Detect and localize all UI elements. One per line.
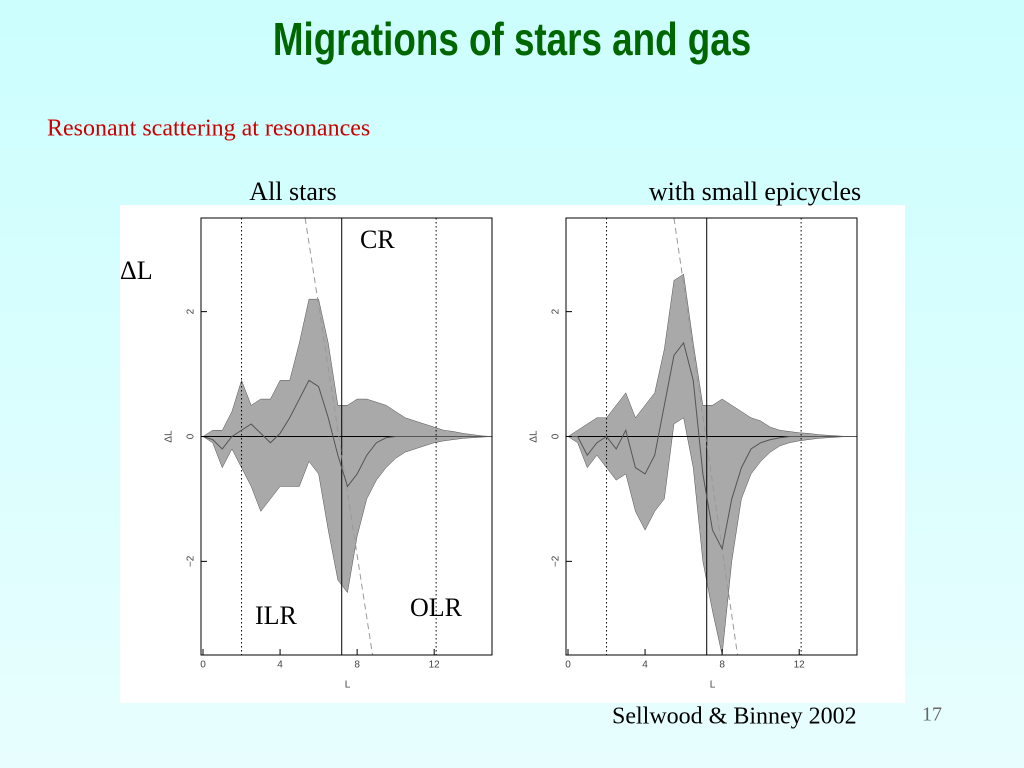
x-tick-label: 8	[354, 660, 360, 671]
plots: 0 4 8 12 −2 0 2 L ΔL 0 4 8 12 −2 0 2 L ΔL	[164, 217, 858, 691]
corotation-curve	[673, 217, 739, 656]
x-tick-label: 0	[200, 660, 206, 671]
x-axis-label: L	[710, 680, 716, 691]
y-tick-label: 0	[186, 433, 197, 439]
annotation: OLR	[410, 593, 463, 622]
y-tick-label: 0	[551, 433, 562, 439]
y-axis-label: ΔL	[164, 430, 175, 443]
x-tick-label: 12	[794, 660, 806, 671]
slide-title: Migrations of stars and gas	[273, 13, 751, 65]
y-tick-label: −2	[186, 555, 197, 567]
slide-number: 17	[922, 704, 942, 726]
x-tick-label: 4	[642, 660, 648, 671]
y-tick-label: −2	[551, 555, 562, 567]
annotation: CR	[360, 225, 395, 254]
citation: Sellwood & Binney 2002	[612, 704, 857, 730]
x-tick-label: 12	[429, 660, 441, 671]
y-tick-label: 2	[186, 308, 197, 314]
y-tick-label: 2	[551, 308, 562, 314]
panel-title: with small epicycles	[649, 177, 861, 206]
panel-title: All stars	[249, 177, 336, 206]
x-axis-label: L	[345, 680, 351, 691]
spread-band	[567, 273, 857, 656]
annotation: ΔL	[120, 256, 153, 285]
mean-line	[202, 379, 492, 488]
annotation: ILR	[255, 601, 298, 630]
corotation-curve	[304, 217, 374, 656]
y-axis-label: ΔL	[529, 430, 540, 443]
mean-line	[568, 341, 857, 551]
x-tick-label: 0	[565, 660, 571, 671]
subtitle: Resonant scattering at resonances	[47, 116, 370, 142]
x-tick-label: 4	[277, 660, 283, 671]
x-tick-label: 8	[719, 660, 725, 671]
